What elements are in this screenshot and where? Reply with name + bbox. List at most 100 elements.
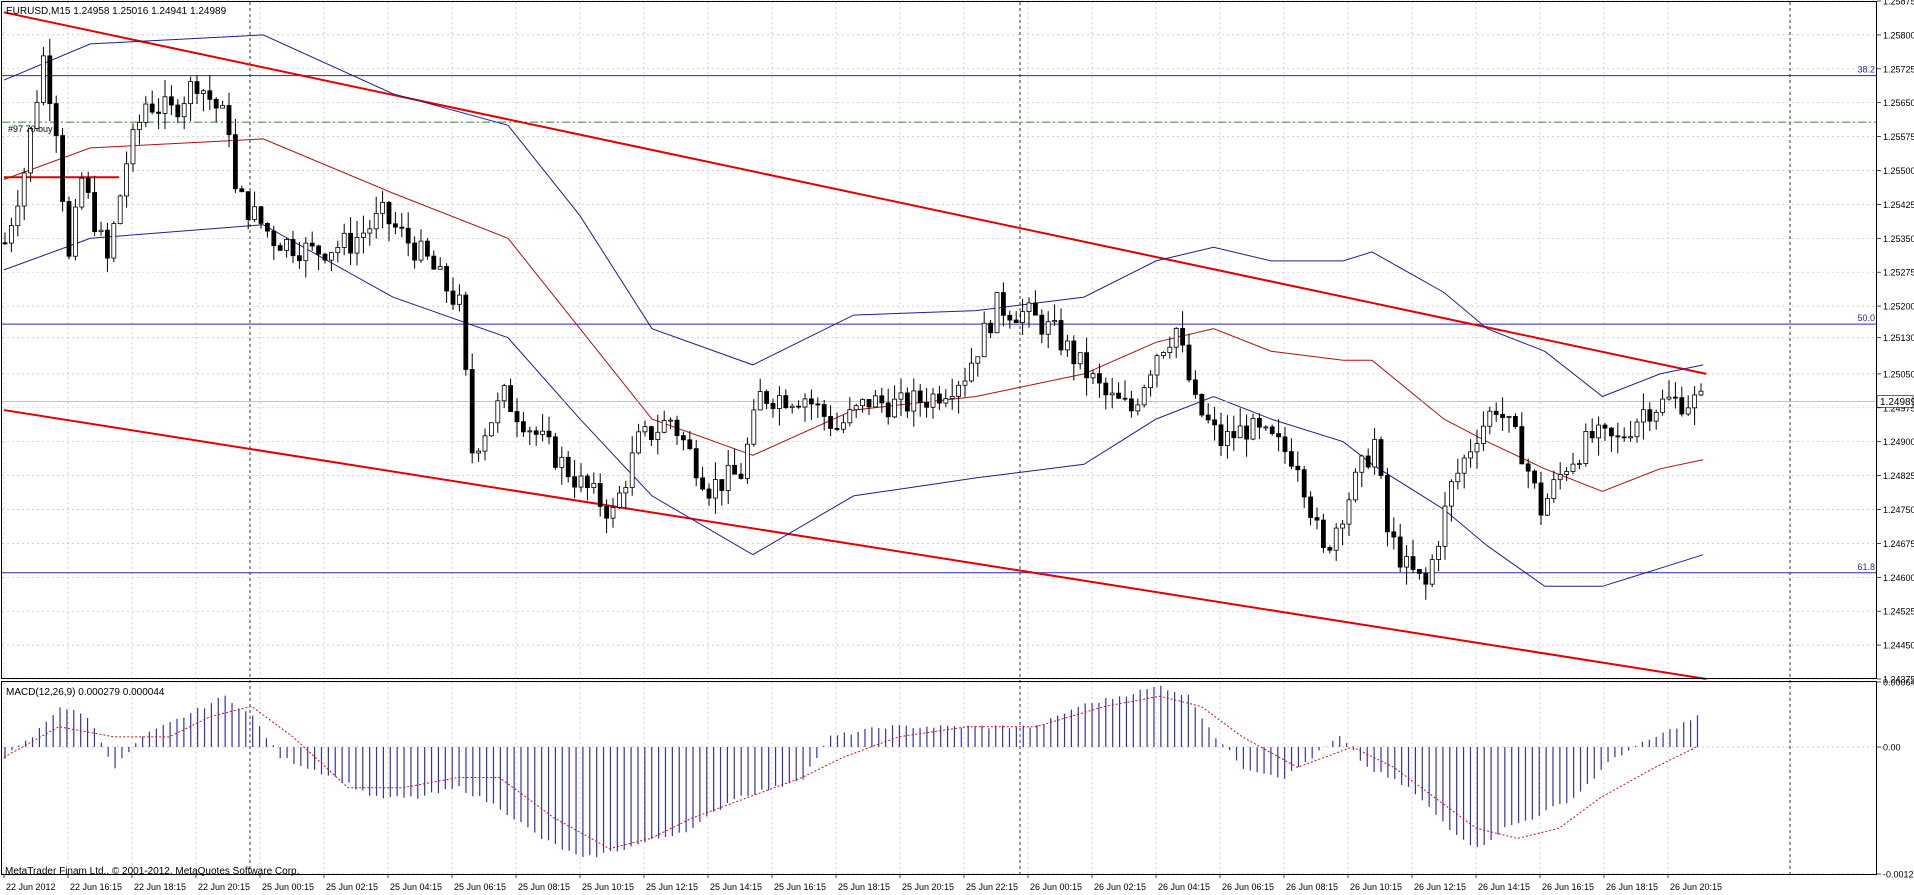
candle-body [700, 477, 705, 490]
candle-body [1058, 320, 1064, 351]
candle-body [162, 96, 168, 114]
candle-body [1225, 431, 1230, 447]
candle-body [1007, 314, 1013, 321]
candle-body [1039, 314, 1045, 335]
candle-body [508, 385, 514, 412]
candle-body [1532, 470, 1537, 484]
candle-body [418, 240, 424, 261]
candle-body [1218, 424, 1224, 447]
candle-body [450, 290, 456, 305]
candle-body [738, 473, 744, 479]
candle-body [194, 81, 200, 94]
price-pane[interactable]: 38.2 50.0 61.8 1.25875 1.25800 1.25725 1.2565… [1, 0, 1914, 874]
candle-body [21, 172, 27, 207]
candle-body [898, 392, 904, 400]
candle-body [956, 384, 961, 397]
candle-body [1551, 479, 1557, 499]
candle-body [1436, 545, 1441, 560]
candle-body [79, 177, 85, 208]
price-tick-label: 1.25130 [1883, 333, 1914, 343]
candle-body [1577, 463, 1582, 465]
candle-body [732, 464, 737, 475]
candle-body [373, 212, 379, 230]
candle-body [924, 402, 929, 408]
candle-body [1660, 398, 1665, 413]
candle-body [1545, 498, 1550, 516]
candle-body [168, 96, 174, 106]
candle-body [1519, 426, 1525, 465]
candle-body [1596, 424, 1601, 439]
candle-body [681, 435, 686, 441]
candle-body [527, 430, 533, 433]
candles[interactable] [2, 38, 1704, 600]
candle-body [1391, 531, 1397, 538]
current-price-tag: 1.24989 [1876, 395, 1914, 408]
candle-body [181, 103, 187, 118]
price-tick-label: 1.24975 [1883, 403, 1914, 413]
candle-body [245, 191, 251, 220]
candle-body [105, 229, 110, 259]
candle-body [585, 475, 590, 488]
candle-body [1001, 292, 1006, 316]
candle-body [892, 398, 897, 418]
candle-body [149, 103, 155, 113]
candle-body [1538, 482, 1544, 516]
candle-body [559, 456, 565, 468]
candle-body [1340, 523, 1345, 529]
time-tick-label: 26 Jun 06:15 [1222, 882, 1274, 892]
candle-body [213, 98, 219, 109]
candle-body [1449, 481, 1454, 507]
candle-body [290, 239, 296, 257]
candle-body [815, 403, 821, 406]
candle-body [1077, 352, 1083, 365]
time-tick-label: 25 Jun 18:15 [838, 882, 890, 892]
candle-body [1570, 463, 1576, 472]
time-tick-label: 26 Jun 00:15 [1030, 882, 1082, 892]
candle-body [1429, 559, 1435, 585]
candle-body [930, 393, 936, 408]
candle-body [706, 488, 712, 499]
price-tick-label: 1.24900 [1883, 437, 1914, 447]
candle-body [1481, 425, 1486, 444]
candle-body [1564, 471, 1569, 475]
candle-body [501, 385, 507, 402]
candle-body [258, 206, 264, 224]
candle-body [1346, 499, 1352, 525]
price-tick-label: 1.24525 [1883, 607, 1914, 617]
candle-body [1602, 424, 1608, 429]
bollinger-lower [3, 224, 1704, 587]
candle-body [1231, 431, 1237, 439]
time-tick-label: 22 Jun 20:15 [198, 882, 250, 892]
candle-body [751, 409, 757, 445]
macd-pane[interactable]: 0.00064 0.00 -0.00125 MACD(12,26,9) 0.0002… [1, 678, 1914, 880]
candle-body [540, 430, 545, 435]
candle-body [994, 292, 1000, 334]
candle-body [98, 229, 104, 233]
price-tick-label: 1.25650 [1883, 98, 1914, 108]
candle-body [623, 487, 629, 494]
candle-body [1269, 426, 1275, 434]
candle-body [668, 419, 673, 422]
candle-body [469, 369, 475, 454]
price-pane-frame [1, 1, 1877, 679]
candle-body [828, 416, 833, 429]
candle-body [553, 436, 558, 468]
time-tick-label: 25 Jun 10:15 [582, 882, 634, 892]
time-tick-label: 25 Jun 12:15 [646, 882, 698, 892]
price-tick-label: 1.25350 [1883, 234, 1914, 244]
candle-body [360, 232, 366, 238]
candle-body [239, 188, 245, 193]
candle-body [322, 253, 328, 261]
candle-body [226, 105, 232, 136]
time-axis: 22 Jun 2012 22 Jun 16:15 22 Jun 18:15 22 Ju… [3, 874, 1722, 892]
candle-body [1020, 311, 1025, 323]
candle-body [610, 507, 616, 519]
candle-body [124, 163, 129, 197]
candle-body [1513, 416, 1518, 427]
candle-body [1698, 390, 1704, 396]
candle-body [674, 419, 680, 436]
candle-body [636, 431, 641, 454]
candle-body [949, 395, 955, 399]
